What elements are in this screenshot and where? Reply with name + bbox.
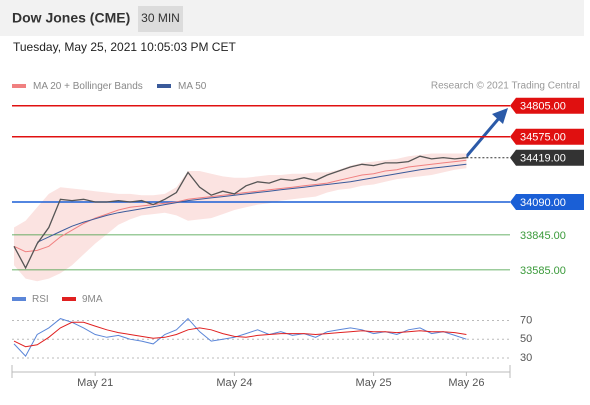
level-label: 33845.00 (520, 230, 566, 242)
legend-swatch (157, 84, 171, 88)
price-line (13, 155, 467, 270)
header-bar (0, 0, 584, 36)
level-tag (510, 193, 584, 210)
y-tick-label: 30 (520, 352, 532, 364)
x-tick-label: May 25 (356, 377, 392, 389)
legend-swatch (62, 297, 76, 301)
ma-line (36, 163, 467, 243)
x-tick-label: May 26 (448, 377, 484, 389)
level-tag (510, 149, 584, 166)
arrow-head (492, 108, 508, 124)
bollinger-band (14, 153, 467, 282)
interval-button[interactable] (138, 6, 183, 32)
timestamp: Tuesday, May 25, 2021 10:05:03 PM CET (13, 40, 236, 54)
level-label: 33585.00 (520, 265, 566, 277)
level-tag (510, 97, 584, 114)
legend-swatch (12, 297, 26, 301)
indicator-line (13, 321, 467, 348)
y-tick-label: 70 (520, 314, 532, 326)
interval-label[interactable]: 30 MIN (141, 11, 180, 25)
level-label: 34090.00 (520, 197, 566, 209)
legend-label: MA 20 + Bollinger Bands (33, 81, 143, 92)
y-tick-label: 50 (520, 333, 532, 345)
indicator-line (13, 317, 467, 357)
legend-label: RSI (32, 294, 49, 305)
credit: Research © 2021 Trading Central (431, 81, 580, 92)
level-tag (510, 128, 584, 145)
level-label: 34805.00 (520, 101, 566, 113)
x-tick-label: May 24 (216, 377, 252, 389)
legend-label: MA 50 (178, 81, 207, 92)
legend-label: 9MA (82, 294, 103, 305)
title: Dow Jones (CME) (12, 10, 130, 26)
x-tick-label: May 21 (77, 377, 113, 389)
legend-swatch (12, 84, 26, 88)
level-label: 34419.00 (520, 153, 566, 165)
level-label: 34575.00 (520, 132, 566, 144)
